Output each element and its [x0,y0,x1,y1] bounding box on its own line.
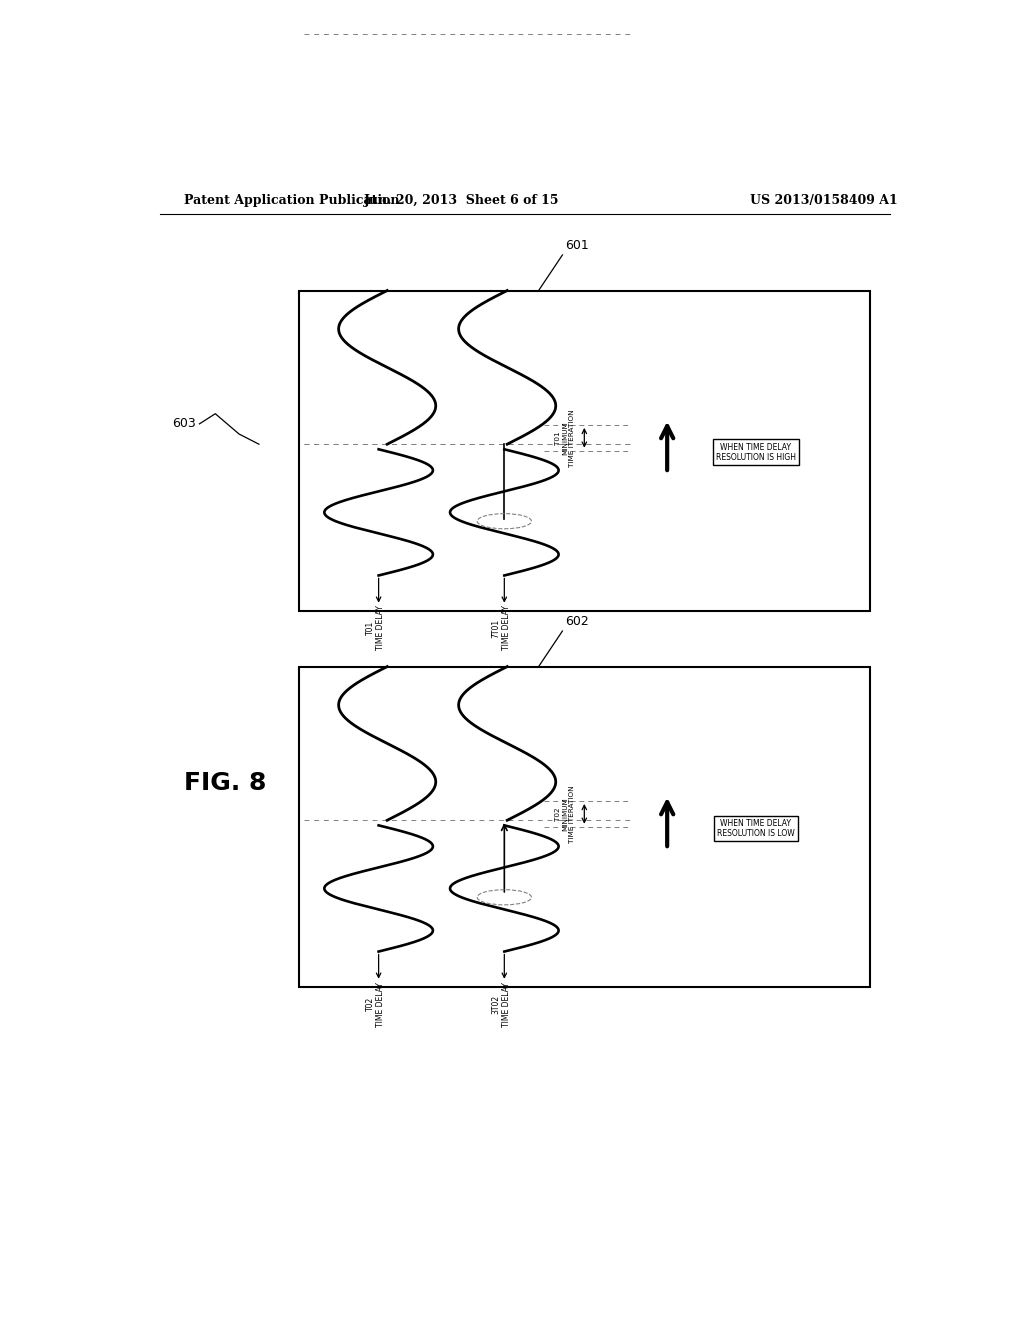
Text: WHEN TIME DELAY
RESOLUTION IS LOW: WHEN TIME DELAY RESOLUTION IS LOW [717,818,795,838]
Text: 7T01
TIME DELAY: 7T01 TIME DELAY [492,606,511,651]
Text: 3T02
TIME DELAY: 3T02 TIME DELAY [492,982,511,1027]
Text: T02
MINIMUM
TIME ITERATION: T02 MINIMUM TIME ITERATION [555,785,574,842]
Text: Jun. 20, 2013  Sheet 6 of 15: Jun. 20, 2013 Sheet 6 of 15 [364,194,559,207]
Bar [299,667,870,987]
Text: 602: 602 [565,615,589,628]
Text: T02
TIME DELAY: T02 TIME DELAY [366,982,385,1027]
Text: T01
MINIMUM
TIME ITERATION: T01 MINIMUM TIME ITERATION [555,409,574,467]
Text: WHEN TIME DELAY
RESOLUTION IS HIGH: WHEN TIME DELAY RESOLUTION IS HIGH [716,442,796,462]
Text: 601: 601 [565,239,589,252]
Text: US 2013/0158409 A1: US 2013/0158409 A1 [750,194,898,207]
Text: 603: 603 [172,417,196,430]
Text: T01
TIME DELAY: T01 TIME DELAY [366,606,385,651]
Bar [299,290,870,611]
Text: Patent Application Publication: Patent Application Publication [183,194,399,207]
Text: FIG. 8: FIG. 8 [183,771,266,796]
